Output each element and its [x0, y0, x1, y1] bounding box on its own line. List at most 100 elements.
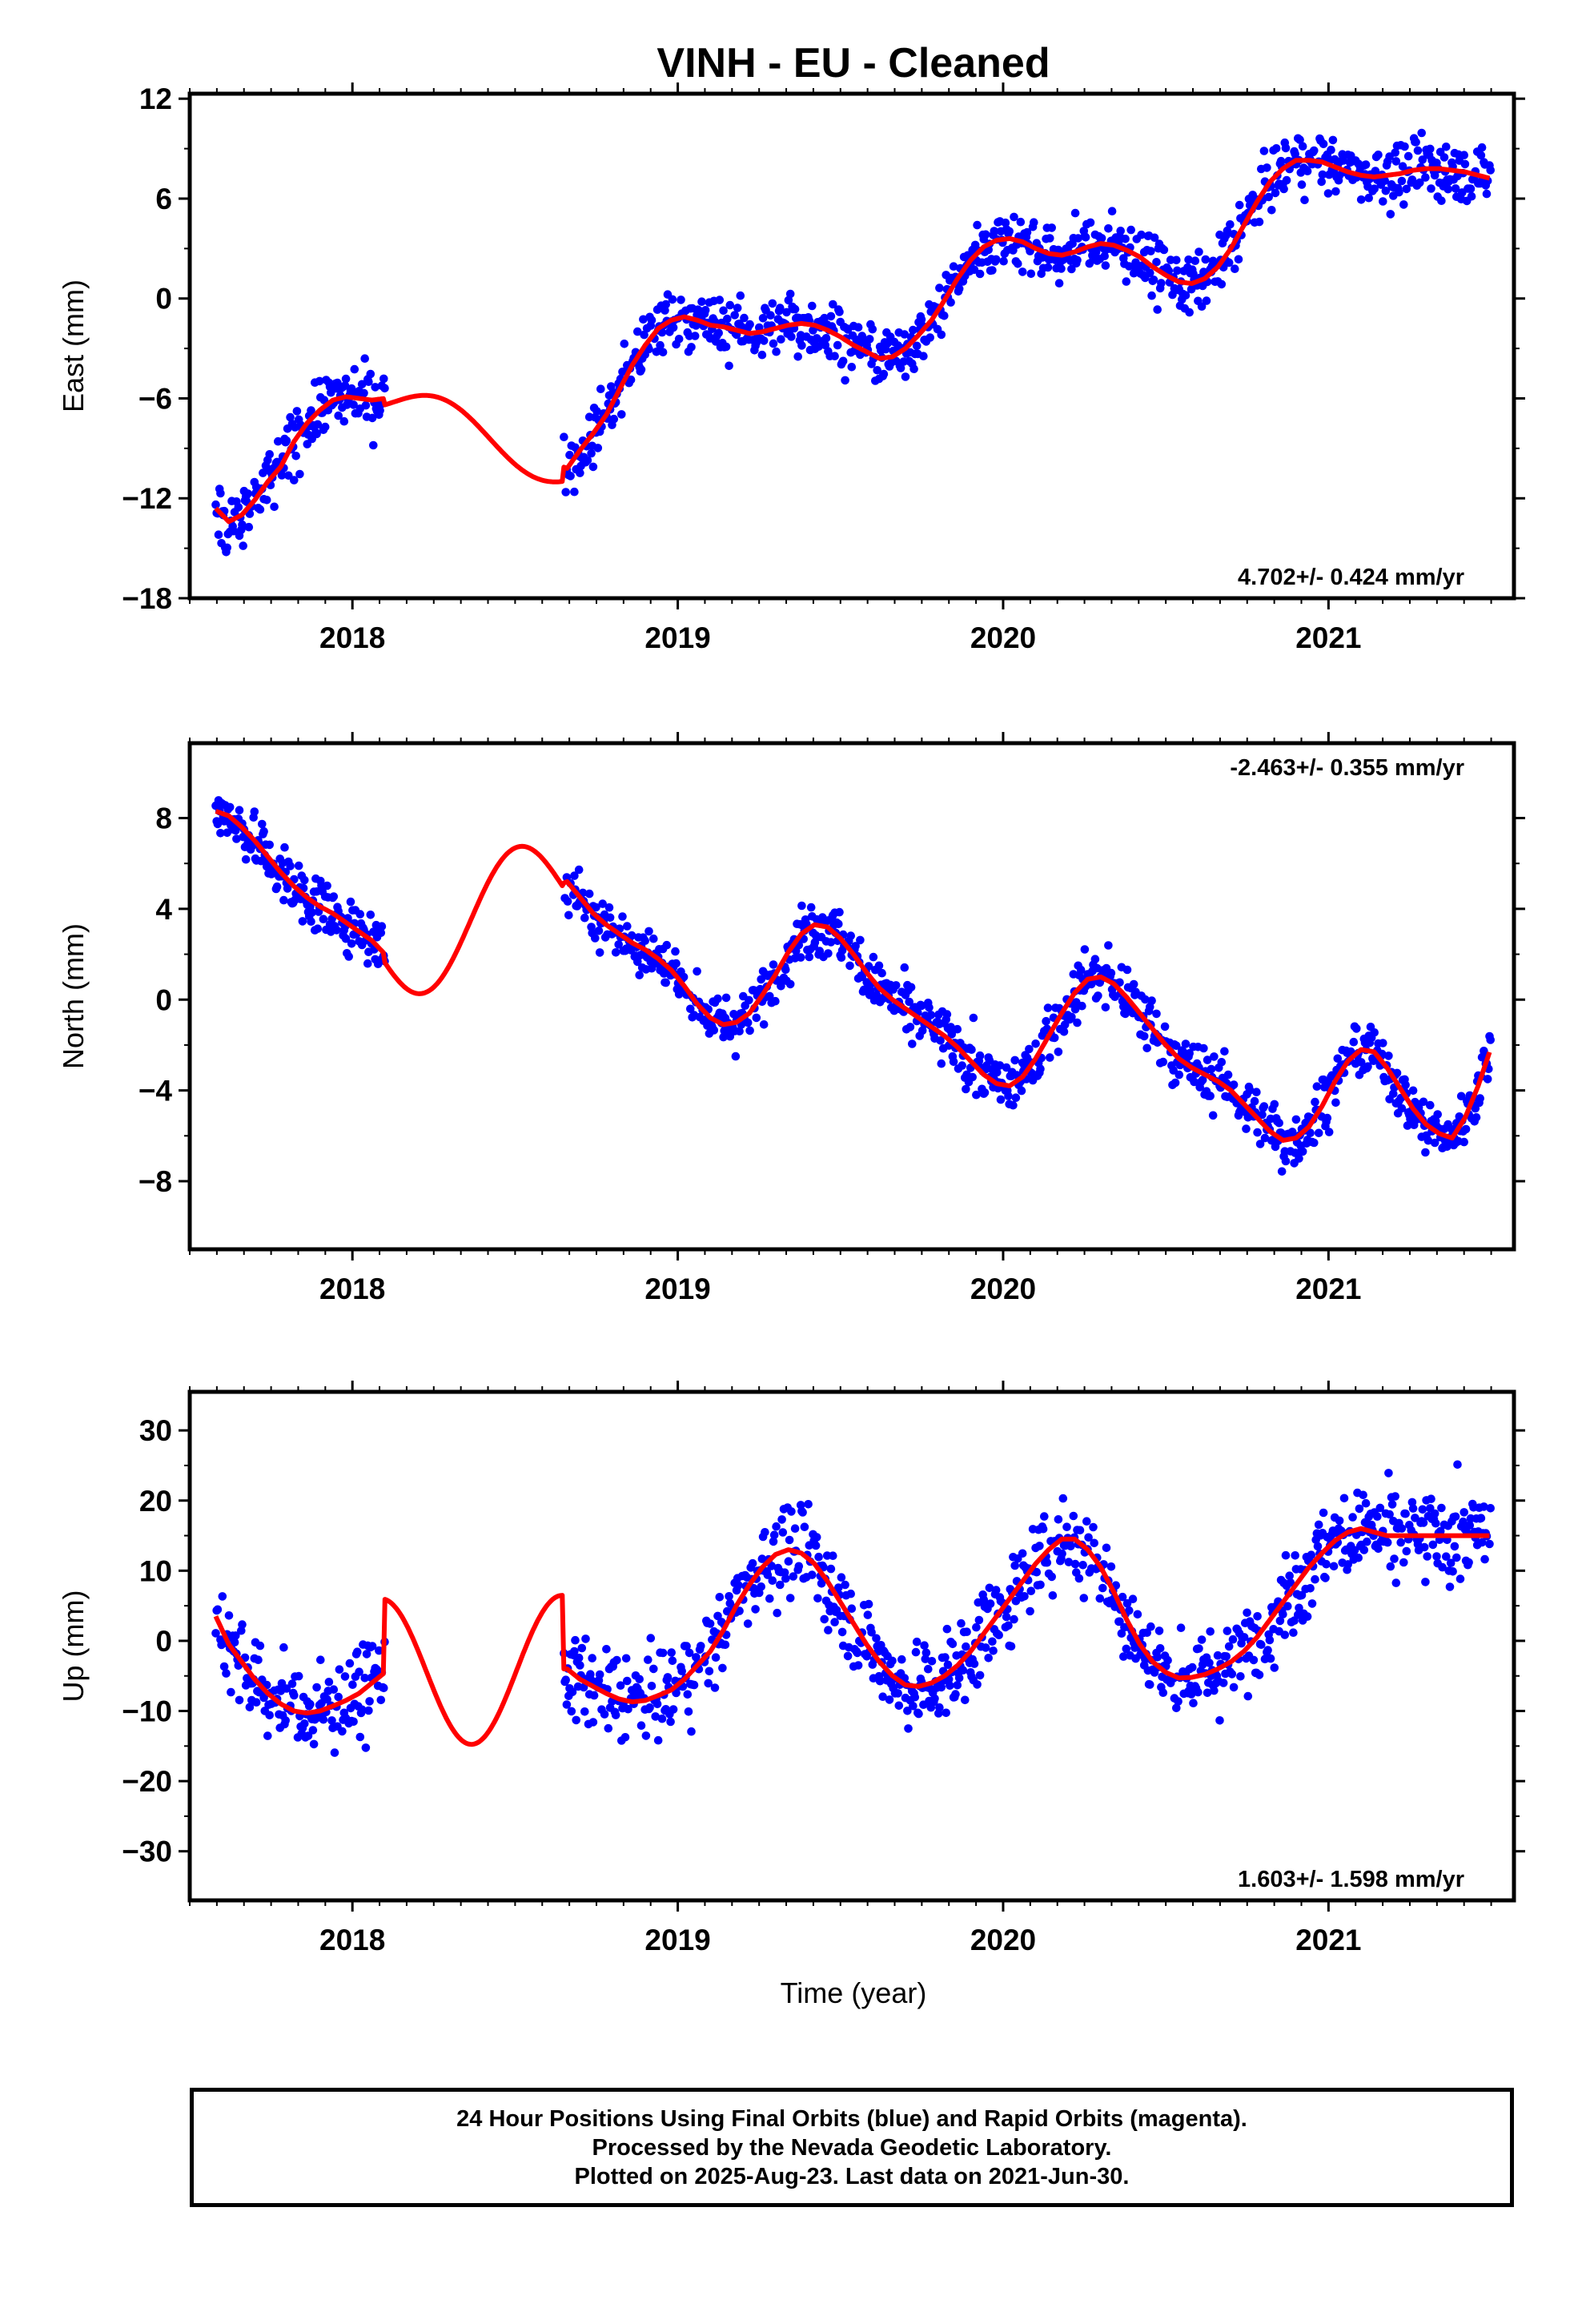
up-data-point	[589, 1691, 599, 1700]
up-data-point	[213, 1605, 223, 1614]
east-data-point	[216, 489, 225, 498]
north-data-point	[1042, 1016, 1050, 1026]
up-data-point	[843, 1651, 853, 1661]
east-data-point	[940, 312, 949, 320]
north-data-point	[731, 1051, 741, 1061]
east-data-point	[777, 335, 785, 344]
east-data-point	[847, 363, 857, 372]
up-data-point	[1002, 1612, 1011, 1622]
up-data-point	[1090, 1538, 1098, 1548]
east-data-point	[677, 296, 685, 304]
east-data-point	[270, 502, 279, 512]
up-data-point	[1445, 1582, 1455, 1591]
east-data-point	[357, 380, 367, 389]
north-data-point	[672, 959, 681, 968]
north-data-point	[298, 917, 307, 926]
up-data-point	[1460, 1508, 1468, 1517]
north-data-point	[1080, 945, 1090, 954]
east-data-point	[1327, 145, 1335, 155]
up-data-point	[981, 1643, 990, 1652]
east-data-point	[829, 300, 837, 309]
up-data-point	[361, 1743, 371, 1752]
north-data-point	[611, 948, 620, 957]
east-data-point	[1317, 177, 1326, 187]
east-data-point	[1201, 255, 1211, 264]
north-data-point	[591, 934, 600, 943]
east-data-point	[262, 496, 271, 505]
up-data-point	[1281, 1550, 1291, 1560]
north-x-tick-label: 2020	[970, 1273, 1036, 1305]
north-data-point	[635, 971, 644, 979]
up-data-point	[1453, 1460, 1462, 1470]
up-data-point	[324, 1678, 334, 1687]
east-data-point	[596, 384, 605, 394]
east-data-point	[1001, 218, 1010, 227]
north-data-point	[1170, 1078, 1180, 1088]
east-data-point	[1217, 279, 1227, 289]
east-data-point	[1234, 255, 1243, 264]
east-data-point	[1282, 175, 1291, 185]
east-data-point	[1364, 193, 1373, 203]
up-data-point	[1102, 1543, 1111, 1553]
east-y-ticks: −18 −12 −6 0 6 12	[122, 82, 1525, 615]
up-data-point	[308, 1726, 318, 1735]
east-data-point	[790, 304, 800, 314]
up-data-point	[667, 1648, 676, 1657]
up-data-point	[335, 1665, 344, 1674]
up-data-point	[1070, 1559, 1080, 1569]
north-data-point	[771, 996, 780, 1006]
up-data-point	[927, 1657, 937, 1666]
up-data-point	[1194, 1687, 1203, 1697]
north-data-point	[671, 947, 680, 956]
up-data-point	[348, 1680, 357, 1689]
up-data-point	[574, 1653, 584, 1663]
up-data-point	[1421, 1578, 1430, 1586]
east-data-point	[669, 323, 678, 332]
up-data-point	[1396, 1538, 1405, 1547]
east-data-point	[730, 311, 739, 320]
east-data-point	[1297, 180, 1307, 189]
up-data-point	[785, 1594, 795, 1602]
north-data-point	[1158, 1057, 1168, 1067]
north-data-point	[851, 942, 860, 951]
up-data-point	[846, 1589, 855, 1598]
east-data-point	[1400, 142, 1409, 151]
up-data-point	[669, 1705, 678, 1714]
up-data-point	[1430, 1509, 1439, 1518]
east-data-point	[1413, 146, 1423, 155]
east-data-point	[1030, 218, 1038, 227]
east-data-point	[1147, 291, 1156, 300]
east-y-tick-label: 0	[155, 283, 172, 316]
up-data-point	[1236, 1672, 1245, 1681]
north-data-point	[1199, 1043, 1208, 1053]
east-data-point	[1356, 195, 1366, 204]
east-y-tick-label: −12	[122, 482, 172, 515]
up-data-point	[1042, 1558, 1052, 1567]
north-data-point	[906, 983, 916, 992]
up-data-point	[837, 1573, 846, 1582]
footer-line-processed: Processed by the Nevada Geodetic Laborat…	[592, 2134, 1112, 2161]
east-data-point	[757, 350, 767, 360]
up-data-point	[561, 1675, 570, 1684]
up-data-point	[300, 1719, 309, 1728]
east-data-point	[1263, 163, 1271, 172]
up-data-point	[1047, 1572, 1056, 1582]
east-data-point	[838, 356, 848, 366]
north-data-point	[1426, 1100, 1435, 1110]
east-data-point	[723, 314, 732, 324]
east-data-point	[917, 315, 926, 324]
east-data-point	[736, 291, 745, 300]
up-data-point	[864, 1599, 873, 1609]
north-data-point	[1281, 1156, 1291, 1166]
north-data-point	[355, 910, 365, 919]
north-data-point	[323, 881, 331, 891]
up-data-point	[1307, 1550, 1316, 1559]
east-data-point	[661, 300, 670, 309]
up-data-point	[309, 1739, 319, 1749]
north-data-point	[294, 861, 303, 870]
north-data-point	[1009, 1100, 1018, 1110]
north-data-point	[376, 928, 386, 938]
up-panel: 2018 2019 2020 2021 −30 −20 −10 0 10 20 30 Up (mm) 1…	[57, 1381, 1525, 2009]
up-data-point	[957, 1618, 966, 1628]
east-data-point	[1010, 212, 1018, 222]
